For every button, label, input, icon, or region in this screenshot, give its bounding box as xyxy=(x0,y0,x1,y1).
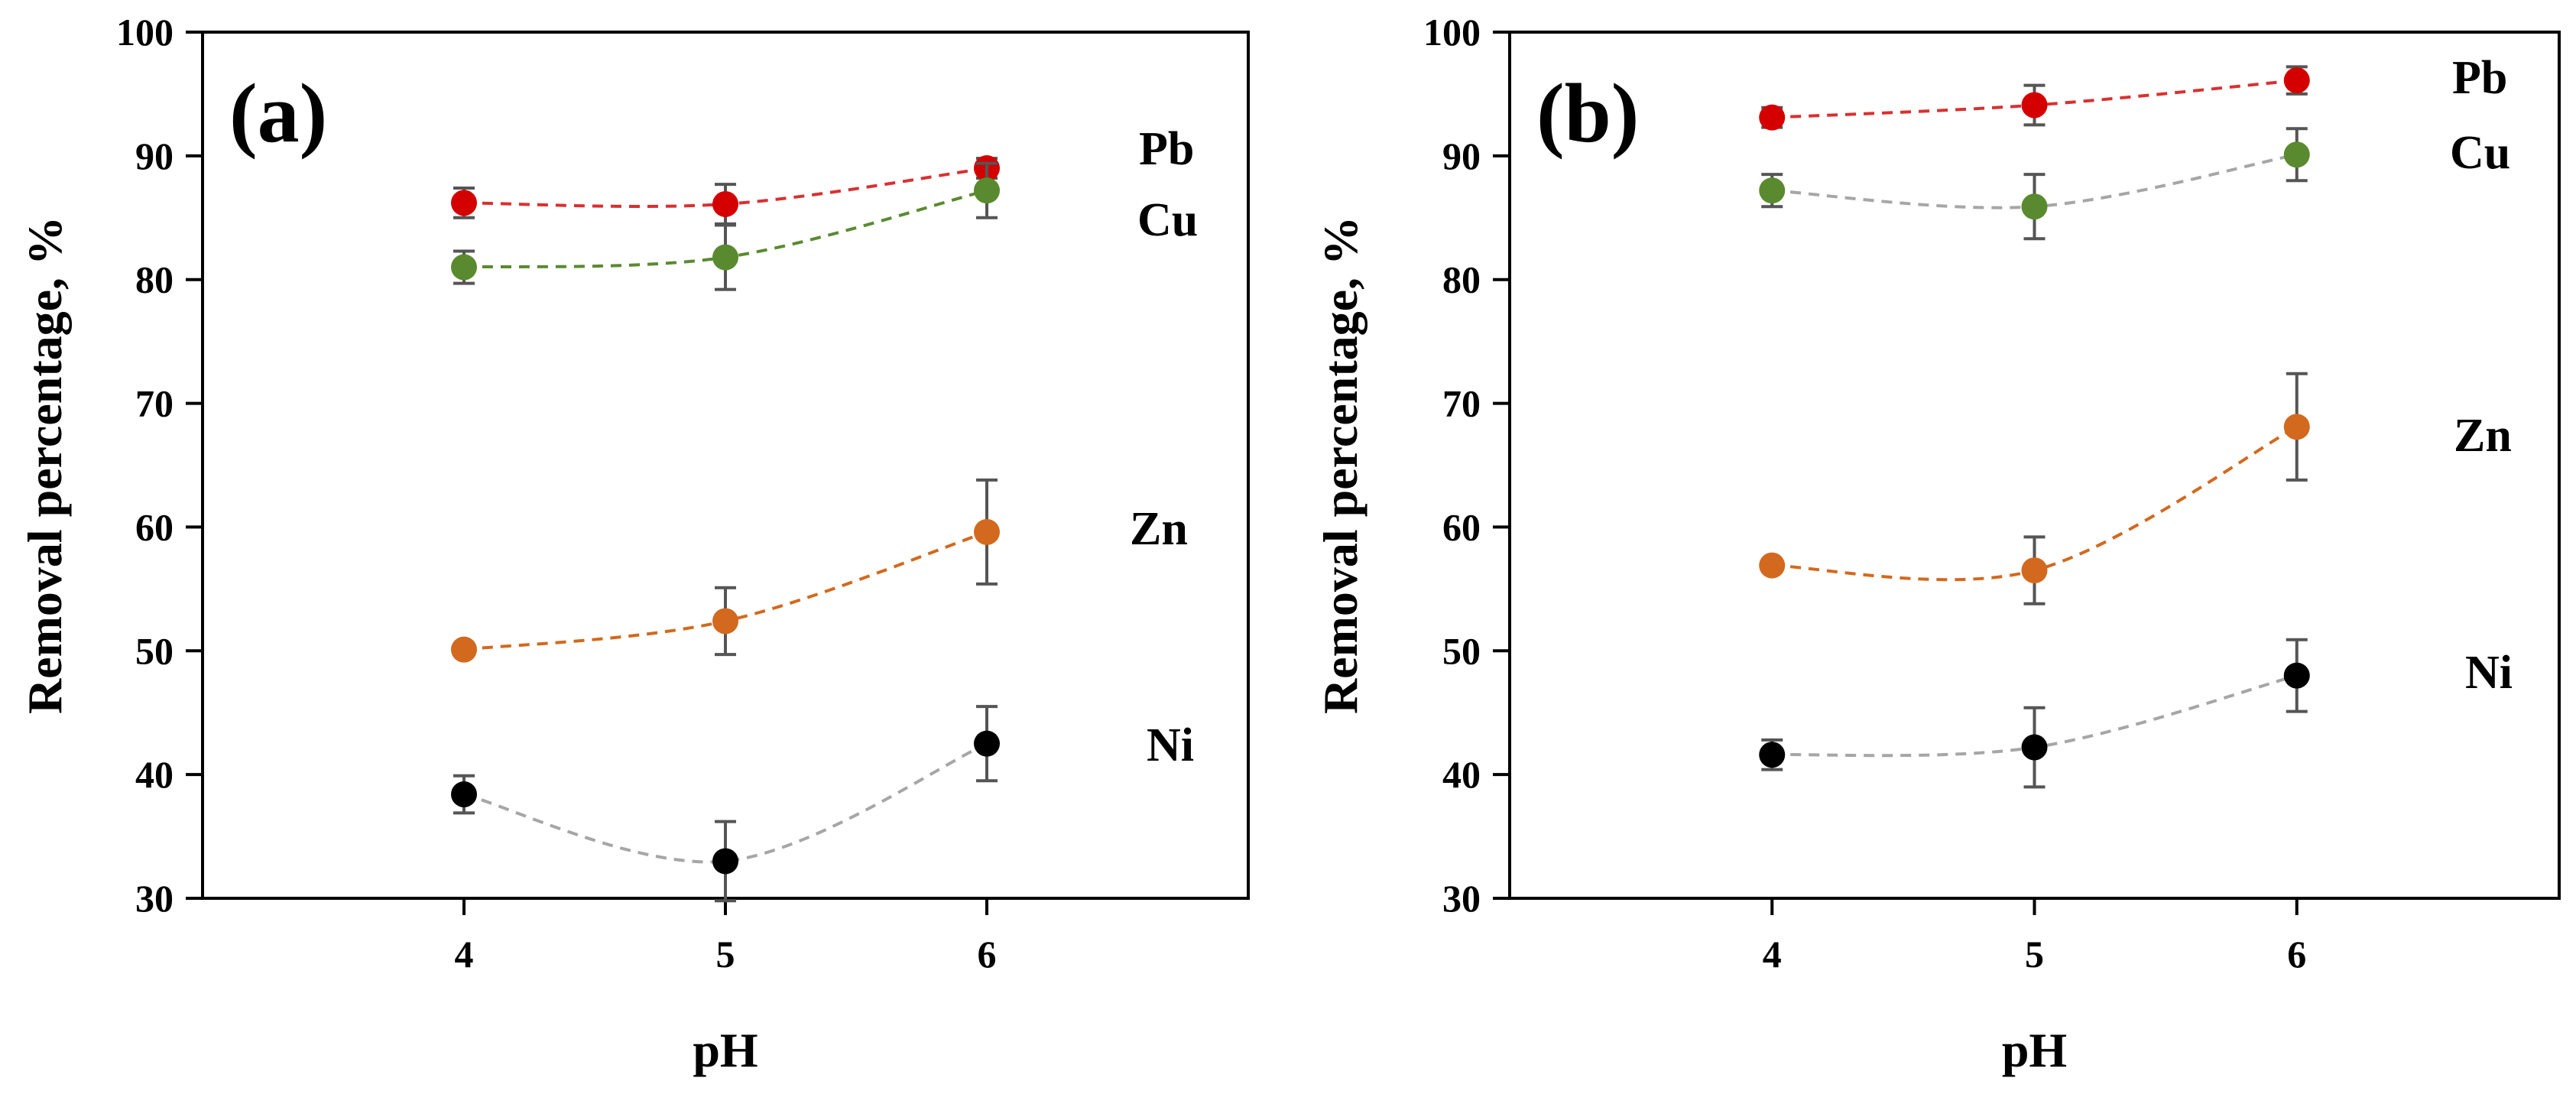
panel-b-series-cu-point xyxy=(2283,141,2310,168)
panel-a-x-axis-title: pH xyxy=(693,1023,758,1077)
panel-b-y-tick-label: 50 xyxy=(1442,629,1481,672)
panel-b-series-pb-point xyxy=(1759,104,1786,131)
panel-a-series-zn-point xyxy=(712,608,738,635)
panel-b-y-tick-label: 70 xyxy=(1442,382,1481,425)
panel-b-series-pb-point xyxy=(2021,92,2048,118)
panel-a-y-tick-label: 70 xyxy=(135,382,174,425)
panel-a-series-ni-point xyxy=(712,848,738,875)
panel-b-series-zn-point xyxy=(2021,557,2048,584)
panel-b-series-ni-point xyxy=(2021,734,2048,761)
panel-a-y-tick-label: 80 xyxy=(135,258,174,301)
panel-a-series-cu-point xyxy=(712,244,738,271)
panel-b-x-tick-label: 6 xyxy=(2287,933,2306,976)
panel-a-series-ni-line xyxy=(463,742,988,864)
panel-b-series-zn-point xyxy=(2283,414,2310,440)
panel-a-y-axis-title: Removal percentage, % xyxy=(18,216,72,714)
panel-a-y-tick-label: 40 xyxy=(135,753,174,796)
panel-a-y-tick-label: 50 xyxy=(135,629,174,672)
panel-b-y-tick-label: 60 xyxy=(1442,505,1481,548)
panel-a-series-cu-label: Cu xyxy=(1137,194,1198,246)
panel-b-series-cu-label: Cu xyxy=(2450,127,2510,179)
panel-a-x-tick-label: 6 xyxy=(978,933,997,976)
panel-b-y-tick-label: 80 xyxy=(1442,258,1481,301)
panel-a-series-ni-point xyxy=(974,730,1000,757)
panel-a-series-pb-label: Pb xyxy=(1139,123,1194,175)
panel-a-plot-frame xyxy=(201,31,1250,900)
panel-a-series-pb-point xyxy=(451,190,477,216)
panel-b-y-tick-label: 100 xyxy=(1423,11,1481,54)
panel-a-y-tick-label: 90 xyxy=(135,135,174,177)
panel-b-x-tick-label: 5 xyxy=(2025,933,2044,976)
panel-b-x-tick-label: 4 xyxy=(1763,933,1782,976)
panel-a-label: (a) xyxy=(229,67,327,160)
panel-a-y-tick-label: 30 xyxy=(135,877,174,920)
panel-b-y-axis-title: Removal percentage, % xyxy=(1313,216,1367,714)
panel-b-x-axis-title: pH xyxy=(2002,1023,2067,1077)
panel-b-series-pb-point xyxy=(2283,67,2310,94)
panel-b-series-cu-point xyxy=(2021,193,2048,220)
panel-b-series-ni-point xyxy=(2283,662,2310,689)
panel-a-series-zn-point xyxy=(451,636,477,663)
panel-b-series-zn-label: Zn xyxy=(2454,410,2512,462)
panel-b-label: (b) xyxy=(1536,67,1639,160)
panel-b-y-tick-label: 40 xyxy=(1442,753,1481,796)
panel-b-series-pb-label: Pb xyxy=(2452,52,2507,104)
panel-b-y-tick-label: 90 xyxy=(1442,135,1481,177)
panel-a-series-pb-point xyxy=(712,190,738,217)
panel-a-x-tick-label: 4 xyxy=(455,933,474,976)
panel-a-series-zn-point xyxy=(974,518,1000,545)
panel-a-y-tick-label: 60 xyxy=(135,505,174,548)
panel-a-series-ni-point xyxy=(451,781,477,808)
panel-b-y-tick-label: 30 xyxy=(1442,877,1481,920)
panel-a-series-cu-point xyxy=(974,177,1000,204)
panel-b-series-ni-point xyxy=(1759,742,1786,768)
panel-a-y-tick-label: 100 xyxy=(116,11,174,54)
panel-a-series-zn-label: Zn xyxy=(1130,503,1188,555)
panel-a-series-cu-point xyxy=(451,254,477,281)
panel-b-series-cu-point xyxy=(1759,177,1786,204)
panel-a-series-ni-label: Ni xyxy=(1147,719,1194,771)
panel-b-series-zn-point xyxy=(1759,552,1786,579)
panel-a-x-tick-label: 5 xyxy=(716,933,735,976)
panel-b-series-ni-label: Ni xyxy=(2465,647,2513,699)
